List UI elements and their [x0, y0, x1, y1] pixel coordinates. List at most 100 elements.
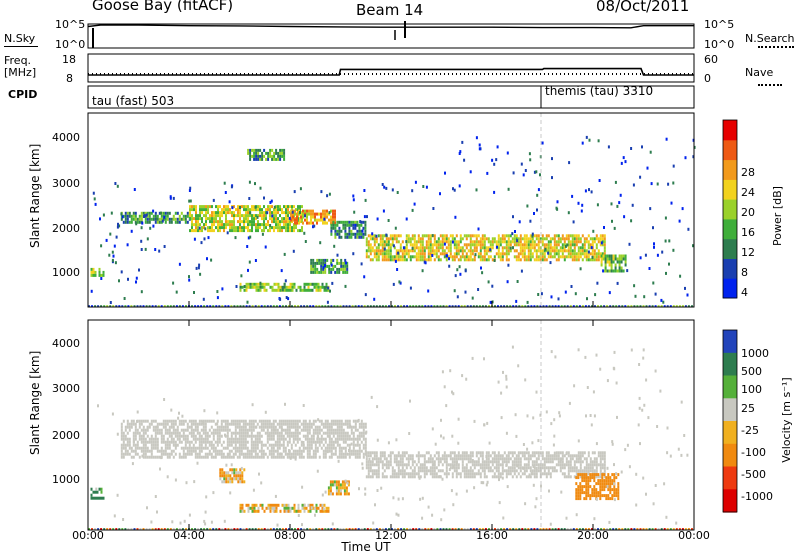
power-echo-cell: [499, 258, 502, 262]
power-echo-cell: [211, 205, 213, 209]
velocity-echo-cell: [310, 422, 313, 426]
velocity-echo-cell: [350, 428, 353, 432]
velocity-echo-cell: [330, 449, 333, 453]
power-echo-cell: [283, 282, 286, 286]
nsearch-legend-line: [758, 46, 794, 48]
velocity-echo-cell: [362, 431, 365, 435]
power-echo-cell: [204, 227, 207, 231]
power-echo-cell: [541, 243, 544, 247]
power-echo-cell: [269, 151, 272, 155]
velocity-echo-cell: [537, 454, 540, 458]
power-echo-cell: [169, 305, 172, 308]
power-echo-cell: [138, 268, 140, 272]
power-echo-cell: [601, 237, 604, 241]
velocity-echo-cell: [617, 488, 620, 492]
velocity-echo-cell: [445, 454, 448, 458]
power-echo-cell: [299, 285, 302, 289]
power-echo-cell: [359, 220, 362, 224]
velocity-echo-cell: [192, 449, 195, 453]
velocity-echo-cell: [226, 428, 229, 432]
velocity-echo-cell: [659, 389, 662, 393]
velocity-echo-cell: [577, 348, 580, 352]
power-echo-cell: [624, 160, 627, 164]
velocity-echo-cell: [501, 454, 504, 458]
velocity-echo-cell: [413, 475, 416, 479]
velocity-echo-cell: [266, 434, 269, 438]
power-echo-cell: [338, 235, 341, 239]
velocity-echo-cell: [503, 451, 506, 455]
velocity-echo-cell: [549, 460, 552, 464]
power-cbar-tick: 4: [741, 286, 748, 299]
velocity-echo-cell: [605, 497, 608, 501]
velocity-echo-cell: [324, 440, 327, 444]
velocity-echo-cell: [563, 475, 566, 479]
velocity-echo-cell: [335, 483, 338, 487]
velocity-echo-cell: [162, 422, 165, 426]
velocity-echo-cell: [533, 475, 536, 479]
velocity-echo-cell: [158, 449, 161, 453]
velocity-echo-cell: [485, 483, 488, 487]
power-echo-cell: [201, 217, 203, 221]
velocity-echo-cell: [248, 449, 251, 453]
power-echo-cell: [513, 243, 516, 247]
velocity-echo-cell: [579, 485, 582, 489]
power-echo-cell: [442, 305, 445, 308]
velocity-echo-cell: [581, 454, 584, 458]
velocity-echo-cell: [190, 440, 193, 444]
power-echo-cell: [383, 255, 386, 259]
velocity-echo-cell: [174, 434, 177, 438]
power-echo-cell: [271, 154, 274, 158]
velocity-echo-cell: [377, 463, 380, 467]
velocity-echo-cell: [140, 449, 143, 453]
velocity-echo-cell: [585, 463, 588, 467]
velocity-echo-cell: [573, 384, 576, 388]
power-echo-cell: [144, 217, 147, 221]
power-echo-cell: [457, 246, 460, 250]
power-echo-cell: [275, 157, 278, 161]
velocity-echo-cell: [175, 528, 178, 531]
velocity-echo-cell: [589, 479, 592, 483]
power-echo-cell: [573, 255, 576, 259]
velocity-echo-cell: [227, 477, 230, 481]
velocity-echo-cell: [128, 452, 131, 456]
power-echo-cell: [281, 211, 283, 215]
velocity-echo-cell: [579, 482, 582, 486]
power-echo-cell: [557, 249, 560, 253]
power-echo-cell: [185, 305, 187, 308]
power-echo-cell: [388, 305, 390, 308]
power-echo-cell: [511, 240, 514, 244]
velocity-echo-cell: [122, 437, 125, 441]
velocity-echo-cell: [120, 452, 123, 456]
velocity-echo-cell: [272, 443, 275, 447]
velocity-echo-cell: [367, 469, 370, 473]
velocity-echo-cell: [196, 461, 199, 465]
velocity-echo-cell: [387, 466, 390, 470]
velocity-echo-cell: [229, 480, 232, 484]
power-echo-cell: [523, 240, 526, 244]
velocity-echo-cell: [603, 494, 606, 498]
power-echo-cell: [319, 241, 322, 245]
power-echo-cell: [427, 258, 430, 262]
velocity-echo-cell: [589, 469, 592, 473]
velocity-echo-cell: [216, 431, 219, 435]
velocity-echo-cell: [272, 422, 275, 426]
velocity-echo-cell: [429, 466, 432, 470]
velocity-echo-cell: [252, 422, 255, 426]
velocity-echo-cell: [471, 356, 474, 360]
power-echo-cell: [389, 255, 392, 259]
power-echo-cell: [193, 205, 195, 209]
power-echo-cell: [439, 305, 442, 308]
velocity-echo-cell: [441, 477, 444, 481]
power-echo-cell: [373, 249, 376, 253]
velocity-echo-cell: [122, 446, 125, 450]
velocity-echo-cell: [301, 503, 304, 507]
power-echo-cell: [469, 234, 472, 238]
velocity-echo-cell: [507, 454, 510, 458]
velocity-echo-cell: [308, 449, 311, 453]
power-echo-cell: [461, 255, 464, 259]
power-echo-cell: [348, 223, 351, 227]
power-echo-cell: [431, 252, 434, 256]
velocity-echo-cell: [675, 521, 678, 525]
velocity-echo-cell: [523, 454, 526, 458]
power-echo-cell: [346, 220, 349, 224]
